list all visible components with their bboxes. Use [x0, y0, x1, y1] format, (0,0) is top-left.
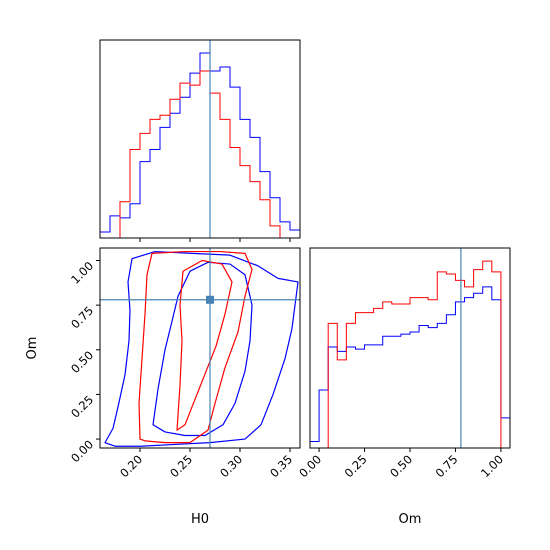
contour-series-1-level-1	[176, 259, 233, 431]
joint-truth-marker	[206, 295, 214, 304]
h0-marginal-frame	[99, 39, 301, 239]
om-marginal-xlabel: Om	[399, 512, 422, 527]
contour-series-1-level-0	[138, 250, 253, 444]
h0-marginal-hist-series-1	[100, 70, 300, 239]
om-marginal-hist-series-0	[309, 286, 511, 448]
joint-ylabel: Om	[25, 337, 40, 360]
om-marginal-hist-series-1	[310, 260, 510, 449]
joint-xlabel: H0	[191, 512, 209, 527]
h0-marginal-hist-series-0	[99, 52, 301, 238]
joint-contours	[100, 248, 300, 448]
contour-series-0-level-1	[152, 261, 253, 437]
h0-marginal-panel	[99, 39, 301, 242]
contour-series-0-level-0	[104, 250, 299, 447]
joint-frame	[99, 247, 301, 449]
